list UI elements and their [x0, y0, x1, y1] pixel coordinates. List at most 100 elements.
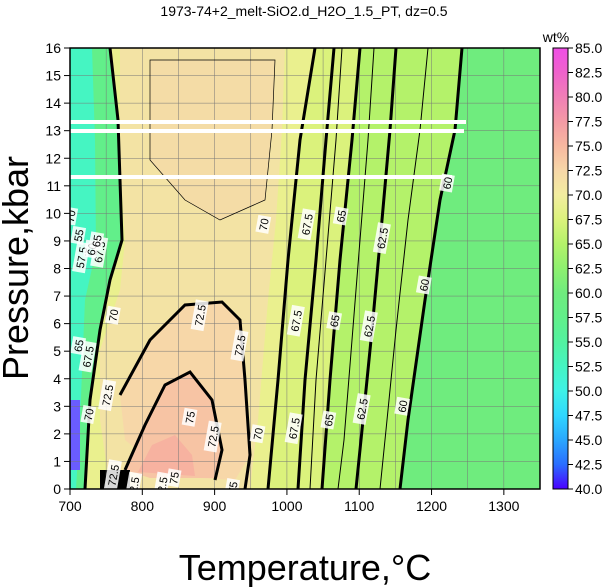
contour-label: 62.5: [352, 393, 371, 425]
contour-label-text: 62.5: [376, 227, 392, 250]
contour-label-bg: [203, 420, 222, 453]
contour-label-text: 72.5: [155, 476, 171, 499]
contour-label-text: 70: [252, 427, 266, 441]
contour-label: 67.5: [286, 304, 305, 337]
contour-label: 60: [415, 275, 432, 295]
colorbar-tick-label: 65.0: [575, 236, 602, 252]
colorbar-tick-label: 40.0: [575, 481, 602, 497]
contour-label-text: 62.5: [363, 315, 379, 338]
contour-label: 72.5: [152, 471, 171, 499]
contour-label-bg: [359, 310, 378, 343]
y-tick-label: 4: [53, 371, 61, 387]
colorbar-tick-label: 60.0: [575, 285, 602, 301]
colorbar-tick-label: 50.0: [575, 383, 602, 399]
contour-label-text: 72.5: [107, 464, 123, 487]
y-tick-label: 16: [45, 40, 61, 56]
contour-label-bg: [103, 459, 122, 489]
contour-label-bg: [372, 222, 391, 254]
contour-label-text: 70: [83, 408, 97, 422]
contour-label: 65: [320, 410, 337, 430]
colorbar-ticks: 85.0 82.5 80.0 77.5 75.0 72.5 70.0 67.5 65.0 62.5…: [568, 40, 602, 497]
colorbar-label: wt%: [542, 29, 569, 45]
y-tick-label: 2: [53, 426, 61, 442]
contour-label: 72.5: [98, 379, 116, 412]
contour-label-text: 67.5: [287, 417, 303, 440]
contour-label: 72.5: [190, 299, 209, 332]
x-axis: 700 800 900 1000 1100 1200 1300: [58, 489, 520, 514]
colorbar-tick-label: 57.5: [575, 310, 602, 326]
contour-label: 72.5: [203, 420, 222, 453]
contour-label-text: 70: [65, 209, 79, 223]
contour-label-text: 72.5: [193, 304, 209, 327]
contour-label-bg: [165, 468, 182, 488]
x-tick-label: 1000: [271, 498, 302, 514]
contour-label-text: 72.5: [233, 334, 249, 357]
contour-label-text: 75: [227, 481, 241, 495]
contour-label: 72.5: [124, 471, 143, 499]
colorbar-tick-label: 85.0: [575, 40, 602, 56]
y-tick-label: 15: [45, 68, 61, 84]
contour-label-text: 60: [418, 278, 432, 292]
y-tick-label: 12: [45, 150, 61, 166]
y-tick-label: 8: [53, 261, 61, 277]
contour-label: 75: [165, 468, 182, 488]
colorbar-tick-label: 80.0: [575, 89, 602, 105]
colorbar-tick-label: 82.5: [575, 65, 602, 81]
contour-label-bg: [439, 173, 455, 193]
contour-label-bg: [70, 225, 87, 245]
contour-label: 65: [70, 336, 87, 356]
contour-label-text: 67.5: [81, 345, 97, 368]
colorbar-tick-label: 47.5: [575, 408, 602, 424]
y-tick-label: 1: [53, 453, 61, 469]
colorbar-tick-label: 67.5: [575, 212, 602, 228]
contour-66: [309, 48, 343, 489]
contour-label-text: 65: [329, 314, 343, 328]
contour-label-bg: [286, 304, 305, 337]
x-tick-label: 1100: [344, 498, 374, 514]
chart-title: 1973-74+2_melt-SiO2.d_H2O_1.5_PT, dz=0.5: [160, 3, 447, 19]
contour-70: [266, 48, 317, 489]
y-tick-label: 6: [53, 316, 61, 332]
contour-label-bg: [284, 412, 303, 445]
contour-label: 62.5: [372, 222, 392, 254]
y-tick-label: 9: [53, 233, 61, 249]
contour-71: [149, 59, 276, 221]
contour-label-bg: [80, 404, 97, 424]
x-axis-label: Temperature,°C: [179, 547, 432, 587]
y-tick-label: 10: [45, 205, 61, 221]
contour-label: 70: [105, 305, 121, 325]
contour-62-5: [354, 48, 398, 489]
contour-label: 60: [439, 173, 455, 193]
contour-label: 60: [394, 396, 411, 416]
contour-label-text: 65: [335, 209, 349, 223]
colorbar-bar: [552, 47, 569, 490]
contour-label: 72.5: [103, 459, 123, 489]
x-tick-label: 1200: [416, 498, 447, 514]
y-tick-label: 0: [53, 481, 61, 497]
contour-label-bg: [152, 471, 171, 489]
contour-label-text: 72.5: [127, 476, 143, 499]
contour-label-bg: [255, 214, 272, 234]
colorbar-tick-label: 72.5: [575, 163, 602, 179]
contour-label-text: 60: [397, 399, 411, 413]
contour-label-bg: [124, 471, 143, 489]
contour-label: 67.5: [284, 412, 303, 445]
contour-label-text: 72.5: [206, 425, 222, 448]
contour-label-bg: [230, 329, 249, 362]
contour-label: 65: [332, 206, 349, 226]
x-tick-label: 800: [131, 498, 155, 514]
colorbar: wt% 85.0 82.5 80.0 77.5 75.0 72.5 70.0 67.5 65.0…: [542, 29, 603, 497]
y-tick-label: 13: [45, 123, 61, 139]
contour-label: 70: [255, 214, 272, 234]
colorbar-tick-label: 42.5: [575, 457, 602, 473]
contour-label-text: 65: [323, 413, 337, 427]
contour-label-text: 75: [184, 410, 198, 424]
contour-label-bg: [352, 393, 371, 425]
y-tick-label: 5: [53, 343, 61, 359]
colorbar-tick-label: 77.5: [575, 114, 602, 130]
contour-label-bg: [297, 208, 316, 241]
